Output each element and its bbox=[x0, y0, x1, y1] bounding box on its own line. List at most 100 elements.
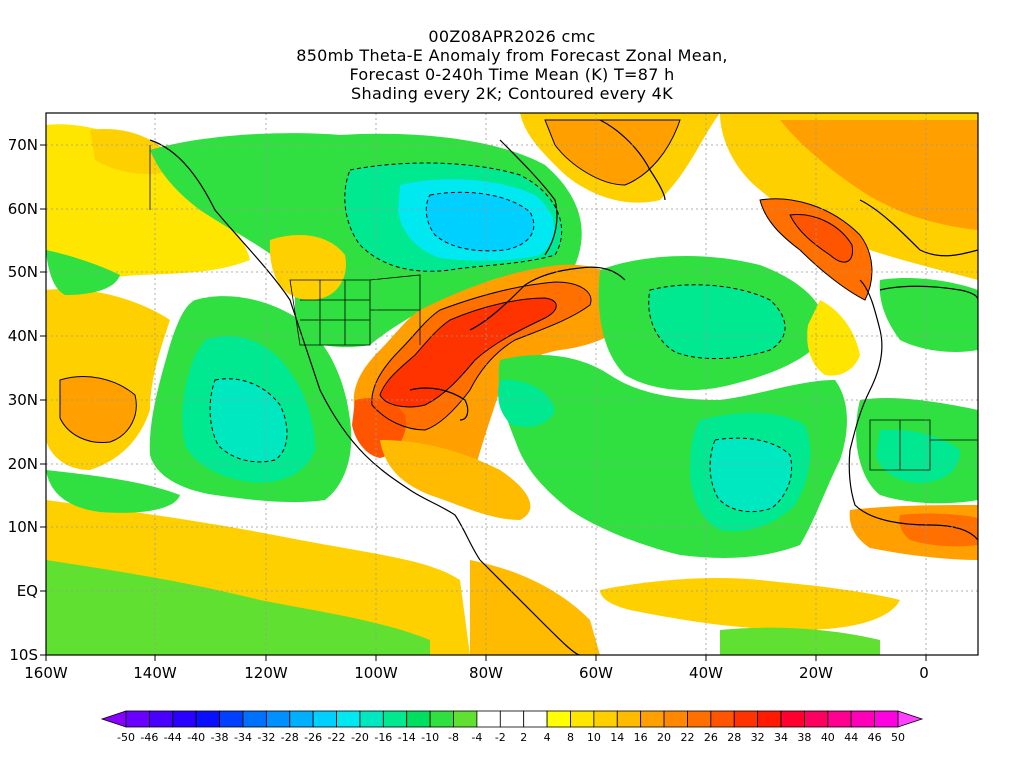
hudson-bay-cold-center bbox=[426, 192, 534, 251]
y-tick-label: 10N bbox=[8, 518, 38, 536]
colorbar-label: -16 bbox=[374, 731, 392, 744]
colorbar-box bbox=[242, 710, 267, 728]
colorbar-box bbox=[593, 710, 618, 728]
x-tick-label: 100W bbox=[354, 664, 398, 682]
colorbar-box bbox=[523, 710, 548, 728]
y-tick-labels: 70N 60N 50N 40N 30N 20N 10N EQ 10S bbox=[8, 136, 38, 664]
colorbar-label: -2 bbox=[495, 731, 506, 744]
tropical-pacific-cool-band bbox=[46, 560, 430, 655]
colorbar-box bbox=[195, 710, 220, 728]
equatorial-atlantic-cold bbox=[720, 627, 880, 655]
iceland-warm-center bbox=[790, 214, 853, 263]
colorbar-box bbox=[570, 710, 595, 728]
x-tick-label: 60W bbox=[579, 664, 613, 682]
colorbar-label: 50 bbox=[891, 731, 905, 744]
colorbar-box bbox=[850, 710, 876, 728]
colorbar-label: -8 bbox=[448, 731, 459, 744]
y-tick-label: 30N bbox=[8, 391, 38, 409]
greenland-warm-core bbox=[545, 120, 680, 185]
x-tick-labels: 160W 140W 120W 100W 80W 60W 40W 20W 0 bbox=[24, 664, 929, 682]
europe-warm-core bbox=[780, 120, 978, 230]
colorbar-box bbox=[663, 710, 688, 728]
colorbar-box bbox=[219, 710, 244, 728]
colorbar-label: 32 bbox=[751, 731, 765, 744]
x-tick-label: 0 bbox=[919, 664, 929, 682]
colorbar-label: 8 bbox=[567, 731, 574, 744]
colorbar-box bbox=[757, 710, 782, 728]
y-tick-label: 50N bbox=[8, 263, 38, 281]
colorbar-label: 34 bbox=[774, 731, 788, 744]
north-pacific-warm bbox=[46, 124, 250, 281]
title-line-2: 850mb Theta-E Anomaly from Forecast Zona… bbox=[296, 46, 728, 65]
colorbar-label: -28 bbox=[281, 731, 299, 744]
colorbar-label: 4 bbox=[544, 731, 551, 744]
colorbar-label: -20 bbox=[351, 731, 369, 744]
y-tick-label: 20N bbox=[8, 455, 38, 473]
x-tick-label: 140W bbox=[133, 664, 177, 682]
tick-marks bbox=[40, 144, 927, 661]
gridlines bbox=[46, 113, 978, 655]
x-tick-label: 40W bbox=[689, 664, 723, 682]
colorbar-box bbox=[382, 710, 408, 728]
tropical-atlantic-cold-core bbox=[710, 438, 792, 512]
title-line-4: Shading every 2K; Contoured every 4K bbox=[351, 84, 673, 103]
colorbar-box bbox=[453, 710, 478, 728]
colorbar-label: -44 bbox=[164, 731, 182, 744]
colorbar-label: 20 bbox=[657, 731, 671, 744]
colorbar-box bbox=[616, 710, 642, 728]
colorbar-box bbox=[476, 710, 501, 728]
colorbar-arrow-high bbox=[897, 710, 924, 728]
south-america-warm bbox=[470, 560, 600, 655]
colorbar-box bbox=[780, 710, 805, 728]
colorbar-label: 10 bbox=[587, 731, 601, 744]
colorbar-label: -34 bbox=[234, 731, 252, 744]
northwest-warm-blob bbox=[269, 235, 346, 300]
tropical-pacific-cold-strip bbox=[46, 470, 180, 513]
colorbar-label: -38 bbox=[211, 731, 229, 744]
colorbar-label: 28 bbox=[727, 731, 741, 744]
colorbar-box bbox=[804, 710, 829, 728]
colorbar-box bbox=[289, 710, 314, 728]
colorbar-box bbox=[406, 710, 431, 728]
colorbar-box bbox=[874, 710, 899, 728]
colorbar-box bbox=[148, 710, 174, 728]
colorbar-box bbox=[827, 710, 852, 728]
y-tick-label: EQ bbox=[17, 582, 38, 600]
x-tick-label: 120W bbox=[244, 664, 288, 682]
colorbar-box bbox=[125, 710, 150, 728]
colorbar-label: -4 bbox=[471, 731, 482, 744]
colorbar-box bbox=[499, 710, 525, 728]
west-pacific-cold bbox=[46, 250, 120, 295]
east-atlantic-warm-band bbox=[807, 300, 860, 376]
colorbar-box bbox=[359, 710, 384, 728]
colorbar-box bbox=[640, 710, 665, 728]
colorbar-box bbox=[733, 710, 759, 728]
title-line-1: 00Z08APR2026 cmc bbox=[428, 27, 596, 46]
colorbar-box bbox=[546, 710, 571, 728]
colorbar-label: 26 bbox=[704, 731, 718, 744]
colorbar-arrow-low bbox=[100, 710, 127, 728]
eastern-pacific-cold-core bbox=[210, 378, 287, 462]
colorbar-label: 16 bbox=[634, 731, 648, 744]
colorbar-label: 38 bbox=[797, 731, 811, 744]
eastern-us-warm-center bbox=[380, 298, 557, 407]
political-borders bbox=[149, 145, 978, 471]
anomaly-field bbox=[46, 113, 978, 655]
contour-lines bbox=[59, 119, 873, 513]
caribbean-cold bbox=[498, 379, 555, 427]
colorbar-label: -50 bbox=[117, 731, 135, 744]
colorbar-label: -32 bbox=[257, 731, 275, 744]
guinea-coast-warm-core bbox=[899, 513, 978, 547]
x-tick-label: 20W bbox=[799, 664, 833, 682]
x-tick-label: 80W bbox=[469, 664, 503, 682]
colorbar-box bbox=[429, 710, 454, 728]
y-tick-label: 70N bbox=[8, 136, 38, 154]
colorbar-label: 40 bbox=[821, 731, 835, 744]
y-tick-label: 60N bbox=[8, 200, 38, 218]
colorbar-box bbox=[312, 710, 337, 728]
x-tick-label: 160W bbox=[24, 664, 68, 682]
colorbar-label: -46 bbox=[140, 731, 158, 744]
central-pacific-warm-core bbox=[60, 376, 137, 443]
colorbar-label: -40 bbox=[187, 731, 205, 744]
